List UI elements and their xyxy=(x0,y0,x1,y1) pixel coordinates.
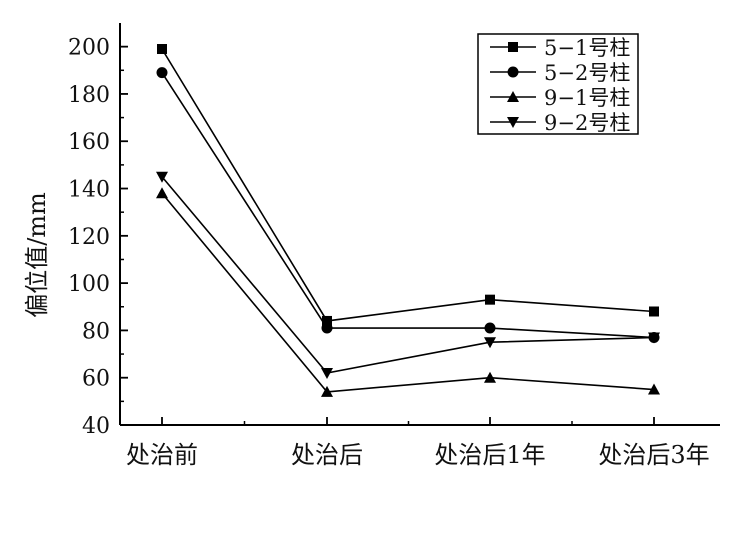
x-tick-label: 处治前 xyxy=(126,441,198,469)
legend-label: 9−2号柱 xyxy=(544,111,630,135)
y-axis-label: 偏位值/mm xyxy=(23,192,51,318)
data-point xyxy=(156,187,168,199)
data-point xyxy=(321,367,333,379)
data-point xyxy=(484,322,496,334)
x-tick-label: 处治后1年 xyxy=(434,441,545,469)
data-point xyxy=(484,371,496,383)
data-point xyxy=(321,385,333,397)
y-tick-label: 40 xyxy=(82,414,110,439)
y-tick-label: 160 xyxy=(68,130,110,155)
data-point xyxy=(156,171,168,183)
data-point xyxy=(649,306,659,317)
y-tick-label: 100 xyxy=(68,272,110,297)
y-tick-label: 60 xyxy=(82,367,110,392)
legend-marker xyxy=(507,117,519,128)
series-line xyxy=(161,176,655,374)
legend-marker xyxy=(508,42,518,52)
y-tick-label: 140 xyxy=(68,178,110,203)
y-tick-label: 180 xyxy=(68,83,110,108)
data-point xyxy=(648,332,660,344)
data-point xyxy=(485,294,495,305)
legend-label: 9−1号柱 xyxy=(544,86,630,110)
legend-marker xyxy=(507,91,519,102)
data-point xyxy=(648,383,660,395)
y-tick-label: 200 xyxy=(68,36,110,61)
series-line xyxy=(161,192,655,393)
y-tick-label: 120 xyxy=(68,225,110,250)
series-layer xyxy=(156,44,660,397)
series-line xyxy=(161,72,655,339)
legend-marker xyxy=(507,66,519,78)
x-tick-label: 处治后3年 xyxy=(598,441,709,469)
series-line xyxy=(161,48,655,322)
legend-label: 5−2号柱 xyxy=(544,61,630,85)
legend-box xyxy=(477,33,639,135)
axes: 40 60 80 100 120 140 160 180 200 处治前 处治后 处治后1年 处治后3年 xyxy=(68,23,720,469)
data-point xyxy=(321,322,333,334)
data-point xyxy=(156,67,168,79)
y-tick-label: 80 xyxy=(82,319,110,344)
data-point xyxy=(484,337,496,349)
x-tick-label: 处治后 xyxy=(291,441,363,469)
legend-label: 5−1号柱 xyxy=(544,36,630,60)
data-point xyxy=(322,315,332,326)
data-point xyxy=(157,44,167,55)
